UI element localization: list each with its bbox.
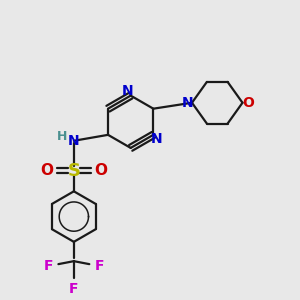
Text: O: O [94,163,107,178]
Text: N: N [151,132,162,146]
Text: F: F [44,259,53,273]
Text: S: S [67,161,80,179]
Text: F: F [69,282,79,296]
Text: H: H [57,130,67,143]
Text: N: N [182,96,193,110]
Text: N: N [68,134,80,148]
Text: N: N [122,84,134,98]
Text: O: O [242,96,254,110]
Text: O: O [40,163,54,178]
Text: F: F [94,259,104,273]
